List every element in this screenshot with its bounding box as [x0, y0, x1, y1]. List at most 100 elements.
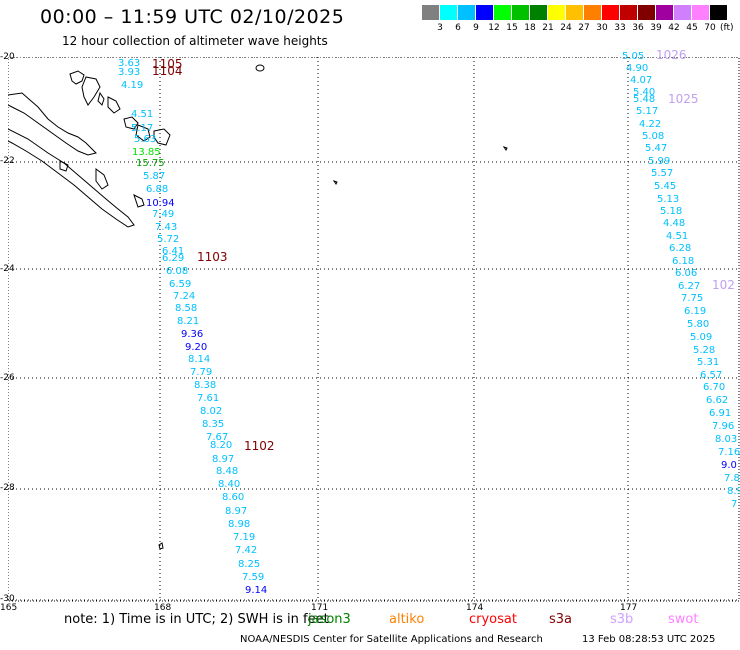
- lat-label: -20: [0, 52, 15, 62]
- island-outline: [133, 194, 145, 208]
- island-outline: [95, 168, 109, 190]
- wave-height-point: 5.18: [660, 206, 683, 217]
- wave-height-point: 5.17: [636, 106, 659, 117]
- wave-height-point: 5.87: [143, 171, 166, 182]
- track-id-label: 1104: [152, 64, 183, 78]
- wave-height-point: 4.48: [663, 218, 686, 229]
- wave-height-point: 4.07: [630, 75, 653, 86]
- map-canvas: [8, 57, 740, 602]
- wave-height-point: 6.08: [166, 266, 189, 277]
- wave-height-point: 6.62: [706, 395, 729, 406]
- wave-height-point: 5.57: [651, 168, 674, 179]
- longitude-gridlines: [159, 57, 629, 601]
- satellite-altiko: altiko: [389, 612, 425, 627]
- scale-label: 21: [542, 23, 554, 33]
- wave-height-point: 6.19: [684, 306, 707, 317]
- wave-height-point: 6.27: [678, 281, 701, 292]
- wave-height-point: 8.21: [177, 316, 200, 327]
- scale-label: 36: [632, 23, 644, 33]
- scale-label: 27: [578, 23, 590, 33]
- wave-height-point: 6.29: [162, 253, 185, 264]
- wave-height-point: 7.24: [173, 291, 196, 302]
- scale-swatch: [530, 5, 547, 20]
- scale-swatch: [656, 5, 673, 20]
- wave-height-point: 8.98: [228, 519, 251, 530]
- wave-height-point: 4.22: [639, 119, 662, 130]
- wave-height-point: 15.75: [136, 158, 165, 169]
- lat-label: -30: [0, 594, 15, 604]
- scale-swatch: [548, 5, 565, 20]
- wave-height-point: 8.14: [188, 354, 211, 365]
- wave-height-point: 5.63: [134, 134, 157, 145]
- wave-height-point: 5.80: [687, 319, 710, 330]
- wave-height-point: 8.38: [194, 380, 217, 391]
- track-id-label: 1026: [656, 48, 687, 62]
- track-id-label: 1025: [668, 92, 699, 106]
- wave-height-point: 7.49: [152, 209, 175, 220]
- scale-swatch: [566, 5, 583, 20]
- wave-height-point: 6.41: [162, 246, 185, 257]
- scale-swatch: [584, 5, 601, 20]
- lat-label: -26: [0, 373, 15, 383]
- satellite-s3b: s3b: [610, 612, 634, 627]
- scale-label: 39: [650, 23, 662, 33]
- page-subtitle: 12 hour collection of altimeter wave hei…: [62, 34, 328, 48]
- wave-height-point: 7.67: [206, 432, 229, 443]
- island-outline: [8, 92, 97, 156]
- wave-height-point: 5.28: [693, 345, 716, 356]
- wave-height-point: 6.18: [672, 256, 695, 267]
- satellite-cryosat: cryosat: [469, 612, 517, 627]
- scale-label: 70: [704, 23, 716, 33]
- wave-height-point: 9.36: [181, 329, 204, 340]
- map-frame: [8, 57, 740, 602]
- scale-swatch: [674, 5, 691, 20]
- wave-height-point: 8.97: [225, 506, 248, 517]
- lon-label: 171: [311, 603, 329, 613]
- scale-swatch: [422, 5, 439, 20]
- wave-height-point: 5.72: [157, 234, 180, 245]
- lon-label: 177: [620, 603, 638, 613]
- wave-height-point: 8.60: [222, 492, 245, 503]
- wave-height-point: 5.31: [697, 357, 720, 368]
- wave-height-point: 8.25: [238, 559, 261, 570]
- wave-height-point: 10.94: [146, 198, 175, 209]
- wave-height-point: 9.0: [721, 460, 737, 471]
- lon-label: 165: [0, 603, 18, 613]
- wave-height-point: 13.85: [132, 147, 161, 158]
- scale-label: 33: [614, 23, 626, 33]
- lat-label: -28: [0, 483, 15, 493]
- wave-height-point: 5.08: [642, 131, 665, 142]
- wave-height-point: 4.90: [626, 63, 649, 74]
- wave-height-point: 6.70: [703, 382, 726, 393]
- track-id-label: 1103: [197, 250, 228, 264]
- wave-height-point: 6.28: [669, 243, 692, 254]
- wave-height-point: 8.58: [175, 303, 198, 314]
- track-id-label: 1105: [152, 57, 183, 71]
- scale-unit: (ft): [720, 23, 734, 33]
- scale-label: 15: [506, 23, 518, 33]
- scale-label: 42: [668, 23, 680, 33]
- satellite-jason3: jason3: [308, 612, 351, 627]
- wave-height-point: 5.05: [622, 51, 645, 62]
- satellite-swot: swot: [668, 612, 699, 627]
- wave-height-point: 5.13: [657, 194, 680, 205]
- wave-height-point: 4.51: [666, 231, 689, 242]
- island-outline: [502, 146, 508, 151]
- wave-height-point: 6.06: [675, 268, 698, 279]
- credit-text: NOAA/NESDIS Center for Satellite Applica…: [240, 634, 543, 645]
- timestamp-text: 13 Feb 08:28:53 UTC 2025: [582, 634, 716, 645]
- coastline: [8, 64, 508, 550]
- scale-label: 9: [473, 23, 479, 33]
- wave-height-point: 7.61: [197, 393, 220, 404]
- island-outline: [81, 76, 101, 106]
- wave-height-point: 6.57: [700, 370, 723, 381]
- scale-label: 6: [455, 23, 461, 33]
- scale-label: 18: [524, 23, 536, 33]
- wave-height-point: 7.79: [190, 367, 213, 378]
- wave-height-point: 5.17: [131, 123, 154, 134]
- note-text: note: 1) Time is in UTC; 2) SWH is in fe…: [64, 612, 329, 627]
- wave-height-point: 4.19: [121, 80, 144, 91]
- scale-swatch: [602, 5, 619, 20]
- wave-height-point: 8.48: [216, 466, 239, 477]
- wave-height-point: 7.43: [155, 222, 178, 233]
